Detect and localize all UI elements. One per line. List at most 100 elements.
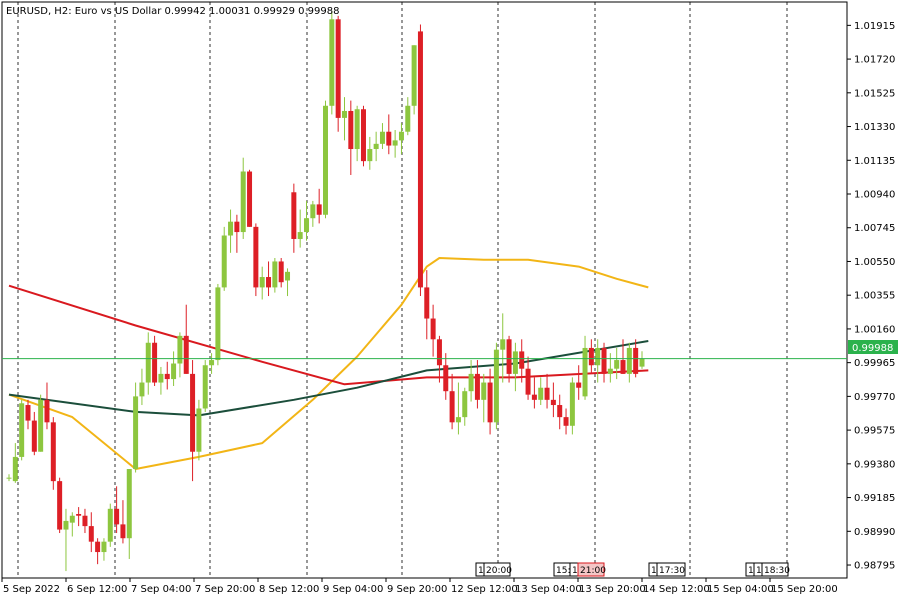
candle-body [95, 541, 101, 553]
candle-body [417, 31, 423, 288]
candle-body [190, 373, 196, 452]
candle-body [164, 373, 170, 380]
candle-bull [398, 123, 404, 155]
candle-bull [221, 226, 227, 291]
candle-bear [474, 360, 480, 409]
candle-body [405, 105, 411, 132]
candle-body [462, 391, 468, 418]
candle-body [145, 342, 151, 383]
x-tick-label: 14 Sep 12:00 [643, 584, 710, 595]
candle-body [120, 524, 126, 539]
candle-bear [31, 411, 37, 456]
candle-bear [557, 394, 563, 430]
candle-body [474, 373, 480, 400]
candle-bear [76, 507, 82, 527]
candle-body [557, 405, 563, 418]
time-axis: 5 Sep 2022 6 Sep 12:00 7 Sep 04:00 7 Sep 20… [1, 578, 838, 595]
y-tick-label: 1.00355 [854, 291, 895, 302]
candle-body [354, 109, 360, 150]
candle-body [563, 417, 569, 426]
y-tick-label: 1.01915 [854, 21, 895, 32]
candle-body [63, 520, 69, 530]
current-price-tag [848, 340, 898, 354]
x-tick-label: 9 Sep 20:00 [387, 584, 447, 595]
candle-body [367, 149, 373, 162]
candle-bear [430, 304, 436, 357]
candle-bull [215, 283, 221, 366]
candle-bull [462, 387, 468, 426]
candle-body [259, 277, 265, 288]
candle-bull [481, 373, 487, 423]
candle-body [576, 382, 582, 388]
candle-body [88, 526, 94, 542]
candle-bear [424, 270, 430, 340]
x-tick-label: 13 Sep 20:00 [579, 584, 646, 595]
candle-body [177, 335, 183, 364]
candle-bull [107, 503, 113, 547]
candle-bull [626, 342, 632, 383]
candle-body [487, 382, 493, 423]
y-tick-label: 0.98990 [854, 527, 895, 538]
candle-body [297, 232, 303, 239]
candle-body [12, 456, 18, 482]
y-tick-label: 1.01135 [854, 156, 895, 167]
candle-bull [69, 512, 75, 537]
x-tick-label: 13 Sep 04:00 [515, 584, 582, 595]
candle-body [171, 363, 177, 380]
x-tick-label: 12 Sep 12:00 [451, 584, 518, 595]
y-tick-label: 0.99380 [854, 459, 895, 470]
candle-bull [63, 508, 69, 572]
candle-body [512, 351, 518, 374]
candle-body [69, 515, 75, 523]
candle-bear [335, 15, 341, 132]
ma-fast-line [8, 340, 649, 417]
candle-bull [379, 123, 385, 150]
candle-bull [493, 342, 499, 430]
candle-body [31, 420, 37, 452]
candle-bear [576, 365, 582, 400]
session-markers: 1 20:00 15: 1 21:00 1 17:30 1 1 18:30 [475, 562, 790, 577]
candle-body [6, 477, 12, 479]
candle-body [614, 360, 620, 369]
candle-bear [360, 105, 366, 167]
y-tick-label: 0.99965 [854, 358, 895, 369]
candle-body [316, 204, 322, 215]
candle-bear [525, 356, 531, 400]
y-tick-label: 1.00745 [854, 223, 895, 234]
candle-body [209, 360, 215, 366]
candle-body [550, 399, 556, 406]
candle-bull [614, 347, 620, 380]
candle-bear [88, 512, 94, 553]
candle-bull [6, 474, 12, 482]
candle-bear [386, 114, 392, 155]
candle-bull [310, 200, 316, 227]
candle-bear [588, 339, 594, 374]
candle-body [455, 417, 461, 423]
candle-body [639, 358, 645, 367]
session-marker-box [483, 562, 511, 577]
candle-body [139, 382, 145, 397]
candle-body [82, 515, 88, 527]
candle-body [373, 143, 379, 150]
candle-bull [639, 351, 645, 369]
candle-bear [601, 342, 607, 383]
candle-body [133, 396, 139, 470]
candle-body [234, 221, 240, 233]
candle-bear [563, 408, 569, 435]
session-marker-box [577, 562, 605, 577]
candle-body [538, 387, 544, 400]
candle-body [335, 19, 341, 118]
candle-bull [411, 45, 417, 115]
candle-bull [12, 443, 18, 483]
candle-bear [57, 477, 63, 534]
candle-bull [38, 394, 44, 452]
candle-bull [582, 335, 588, 400]
session-marker-label: 1 [756, 566, 762, 576]
candle-body [525, 368, 531, 395]
candle-bull [354, 105, 360, 162]
candle-body [506, 339, 512, 374]
candle-body [411, 45, 417, 106]
y-tick-label: 0.98795 [854, 561, 895, 572]
